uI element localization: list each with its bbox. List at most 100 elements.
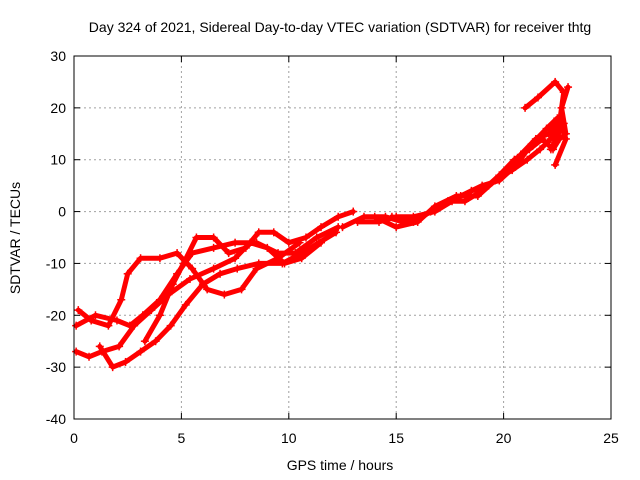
y-tick-label: 10	[50, 152, 66, 168]
data-point	[546, 134, 555, 143]
data-point	[392, 223, 401, 232]
data-point	[209, 243, 218, 252]
data-point	[349, 207, 358, 216]
data-point	[538, 134, 547, 143]
data-point	[115, 342, 124, 351]
data-point	[254, 259, 263, 268]
data-point	[203, 285, 212, 294]
x-tick-label: 25	[603, 430, 619, 446]
data-point	[173, 249, 182, 258]
grid-lines	[74, 56, 611, 419]
data-point	[409, 217, 418, 226]
y-tick-label: -40	[46, 411, 66, 427]
data-point	[317, 223, 326, 232]
data-point	[237, 285, 246, 294]
y-tick-label: -30	[46, 359, 66, 375]
data-point	[338, 223, 347, 232]
data-point	[443, 197, 452, 206]
data-point	[192, 233, 201, 242]
x-tick-label: 5	[178, 430, 186, 446]
data-point	[555, 134, 564, 143]
data-point	[241, 243, 250, 252]
data-point	[495, 171, 504, 180]
data-point	[166, 321, 175, 330]
data-point	[533, 93, 542, 102]
data-point	[74, 306, 83, 315]
data-point	[91, 311, 100, 320]
data-point	[72, 347, 81, 356]
data-point	[85, 352, 94, 361]
data-point	[216, 269, 225, 278]
data-point	[284, 238, 293, 247]
data-point	[551, 77, 560, 86]
data-point	[121, 357, 130, 366]
data-point	[151, 337, 160, 346]
x-axis-label: GPS time / hours	[287, 457, 394, 473]
data-point	[231, 238, 240, 247]
data-point	[521, 103, 530, 112]
data-point	[312, 233, 321, 242]
data-point	[136, 254, 145, 263]
data-point	[168, 280, 177, 289]
data-point	[426, 207, 435, 216]
data-point	[95, 342, 104, 351]
data-point	[301, 233, 310, 242]
y-tick-label: -20	[46, 307, 66, 323]
axis-ticks: 0 5 10 15 20 25 -40 -30 -20 -10 0 10 20 30	[46, 48, 619, 446]
data-point	[188, 264, 197, 273]
data-point	[72, 321, 81, 330]
data-point	[525, 145, 534, 154]
data-point	[370, 212, 379, 221]
data-point	[564, 83, 573, 92]
data-point	[549, 145, 558, 154]
x-tick-label: 20	[496, 430, 512, 446]
data-point	[297, 249, 306, 258]
data-point	[561, 129, 570, 138]
data-point	[209, 233, 218, 242]
data-point	[278, 259, 287, 268]
y-axis-label: SDTVAR / TECUs	[7, 182, 23, 294]
data-point	[467, 186, 476, 195]
data-point	[523, 155, 532, 164]
data-point	[123, 269, 132, 278]
data-point	[551, 160, 560, 169]
y-tick-label: 30	[50, 48, 66, 64]
data-point	[181, 300, 190, 309]
data-point	[136, 347, 145, 356]
data-point	[209, 264, 218, 273]
y-tick-label: 20	[50, 100, 66, 116]
x-tick-label: 15	[388, 430, 404, 446]
data-point	[332, 228, 341, 237]
data-point	[314, 238, 323, 247]
data-point	[334, 212, 343, 221]
data-point	[478, 186, 487, 195]
y-tick-label: 0	[58, 204, 66, 220]
data-point	[108, 363, 117, 372]
data-series	[72, 77, 573, 372]
data-point	[147, 306, 156, 315]
plot-frame	[73, 55, 612, 420]
data-point	[510, 155, 519, 164]
data-point	[198, 280, 207, 289]
data-point	[185, 274, 194, 283]
data-point	[254, 228, 263, 237]
data-point	[112, 316, 121, 325]
data-point	[387, 212, 396, 221]
data-point	[117, 295, 126, 304]
data-point	[508, 166, 517, 175]
data-point	[233, 264, 242, 273]
data-point	[269, 228, 278, 237]
data-point	[140, 337, 149, 346]
data-point	[231, 254, 240, 263]
data-point	[155, 311, 164, 320]
data-point	[130, 321, 139, 330]
data-point	[542, 124, 551, 133]
data-point	[87, 316, 96, 325]
data-point	[220, 290, 229, 299]
data-point	[263, 243, 272, 252]
data-point	[460, 197, 469, 206]
y-tick-label: -10	[46, 255, 66, 271]
x-tick-label: 0	[70, 430, 78, 446]
chart-title: Day 324 of 2021, Sidereal Day-to-day VTE…	[89, 19, 591, 35]
